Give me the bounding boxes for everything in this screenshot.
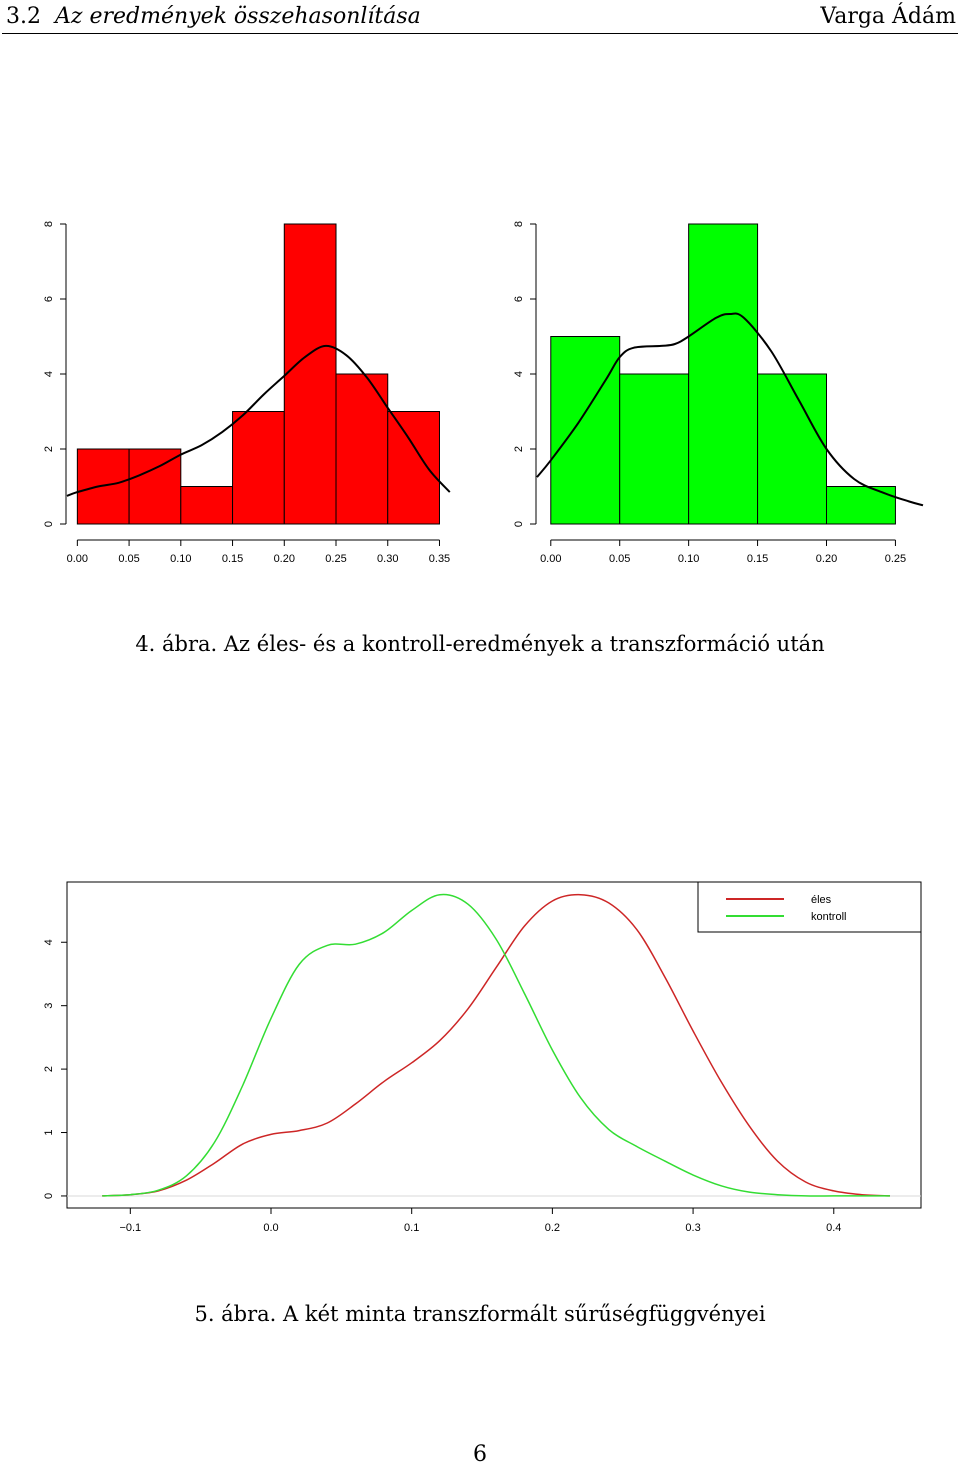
- page-number: 6: [473, 1442, 487, 1467]
- series-line: [102, 893, 891, 1197]
- histogram-bar: [180, 486, 234, 525]
- histogram-bar: [688, 223, 759, 525]
- x-tick-label: 0.30: [377, 553, 398, 565]
- x-tick-label: 0.20: [816, 553, 837, 565]
- header-section: 3.2 Az eredmények összehasonlítása: [6, 4, 421, 29]
- x-tick-label: 0.00: [67, 553, 88, 565]
- x-tick-label: 0.0: [263, 1222, 278, 1234]
- x-tick-label: 0.20: [274, 553, 295, 565]
- y-tick-label: 2: [513, 446, 525, 452]
- y-tick-label: 2: [43, 1066, 55, 1072]
- figure5-caption: 5. ábra. A két minta transzformált sűrűs…: [194, 1302, 766, 1326]
- x-tick-label: 0.00: [540, 553, 561, 565]
- x-tick-label: 0.15: [222, 553, 243, 565]
- y-tick-label: 0: [43, 521, 55, 527]
- x-tick-label: 0.10: [678, 553, 699, 565]
- header-author: Varga Ádám: [820, 4, 956, 29]
- y-tick-label: 6: [513, 296, 525, 302]
- histogram-bar: [387, 411, 440, 525]
- y-tick-label: 1: [43, 1129, 55, 1135]
- y-tick-label: 8: [513, 221, 525, 227]
- histogram-kontroll: 0 2 4 6 8 0.00 0.05 0.10 0.15 0.20 0.25: [513, 221, 924, 565]
- histogram-bar: [550, 336, 621, 525]
- legend-box: [697, 881, 922, 933]
- histogram-bar: [335, 373, 389, 525]
- x-tick-label: −0.1: [119, 1222, 141, 1234]
- x-tick-label: 0.1: [404, 1222, 419, 1234]
- series-line: [102, 893, 890, 1197]
- x-tick-label: 0.25: [885, 553, 906, 565]
- figure4-caption: 4. ábra. Az éles- és a kontroll-eredmény…: [135, 632, 825, 656]
- section-number: 3.2: [6, 4, 41, 29]
- y-tick-label: 4: [513, 371, 525, 377]
- density-curve: [66, 344, 451, 497]
- running-header: 3.2 Az eredmények összehasonlítása Varga …: [0, 0, 960, 36]
- y-tick-label: 0: [43, 1193, 55, 1199]
- density-curve: [536, 312, 924, 507]
- y-tick-label: 3: [43, 1003, 55, 1009]
- plot-frame: [66, 881, 922, 1209]
- y-tick-label: 2: [43, 446, 55, 452]
- x-tick-label: 0.15: [747, 553, 768, 565]
- header-rule: [2, 33, 958, 34]
- x-tick-label: 0.10: [170, 553, 191, 565]
- histogram-bar: [232, 411, 285, 525]
- y-tick-label: 0: [513, 521, 525, 527]
- x-tick-label: 0.05: [118, 553, 139, 565]
- density-plot: 0 1 2 3 4 −0.1 0.0 0.1 0.2 0.3 0.4 éles kontroll: [43, 881, 922, 1234]
- histogram-bar: [128, 448, 182, 525]
- legend-label: kontroll: [811, 911, 846, 923]
- x-tick-label: 0.2: [545, 1222, 560, 1234]
- y-tick-label: 8: [43, 221, 55, 227]
- x-tick-label: 0.05: [609, 553, 630, 565]
- x-tick-label: 0.35: [429, 553, 450, 565]
- x-tick-label: 0.3: [685, 1222, 700, 1234]
- histogram-eles: 0 2 4 6 8 0.00 0.05 0.10 0.15 0.20 0.25 0.30 0.35: [43, 221, 451, 565]
- section-title: Az eredmények összehasonlítása: [55, 4, 421, 29]
- y-tick-label: 4: [43, 939, 55, 945]
- legend-label: éles: [811, 894, 832, 906]
- x-tick-label: 0.25: [325, 553, 346, 565]
- x-tick-label: 0.4: [826, 1222, 841, 1234]
- y-tick-label: 4: [43, 371, 55, 377]
- y-tick-label: 6: [43, 296, 55, 302]
